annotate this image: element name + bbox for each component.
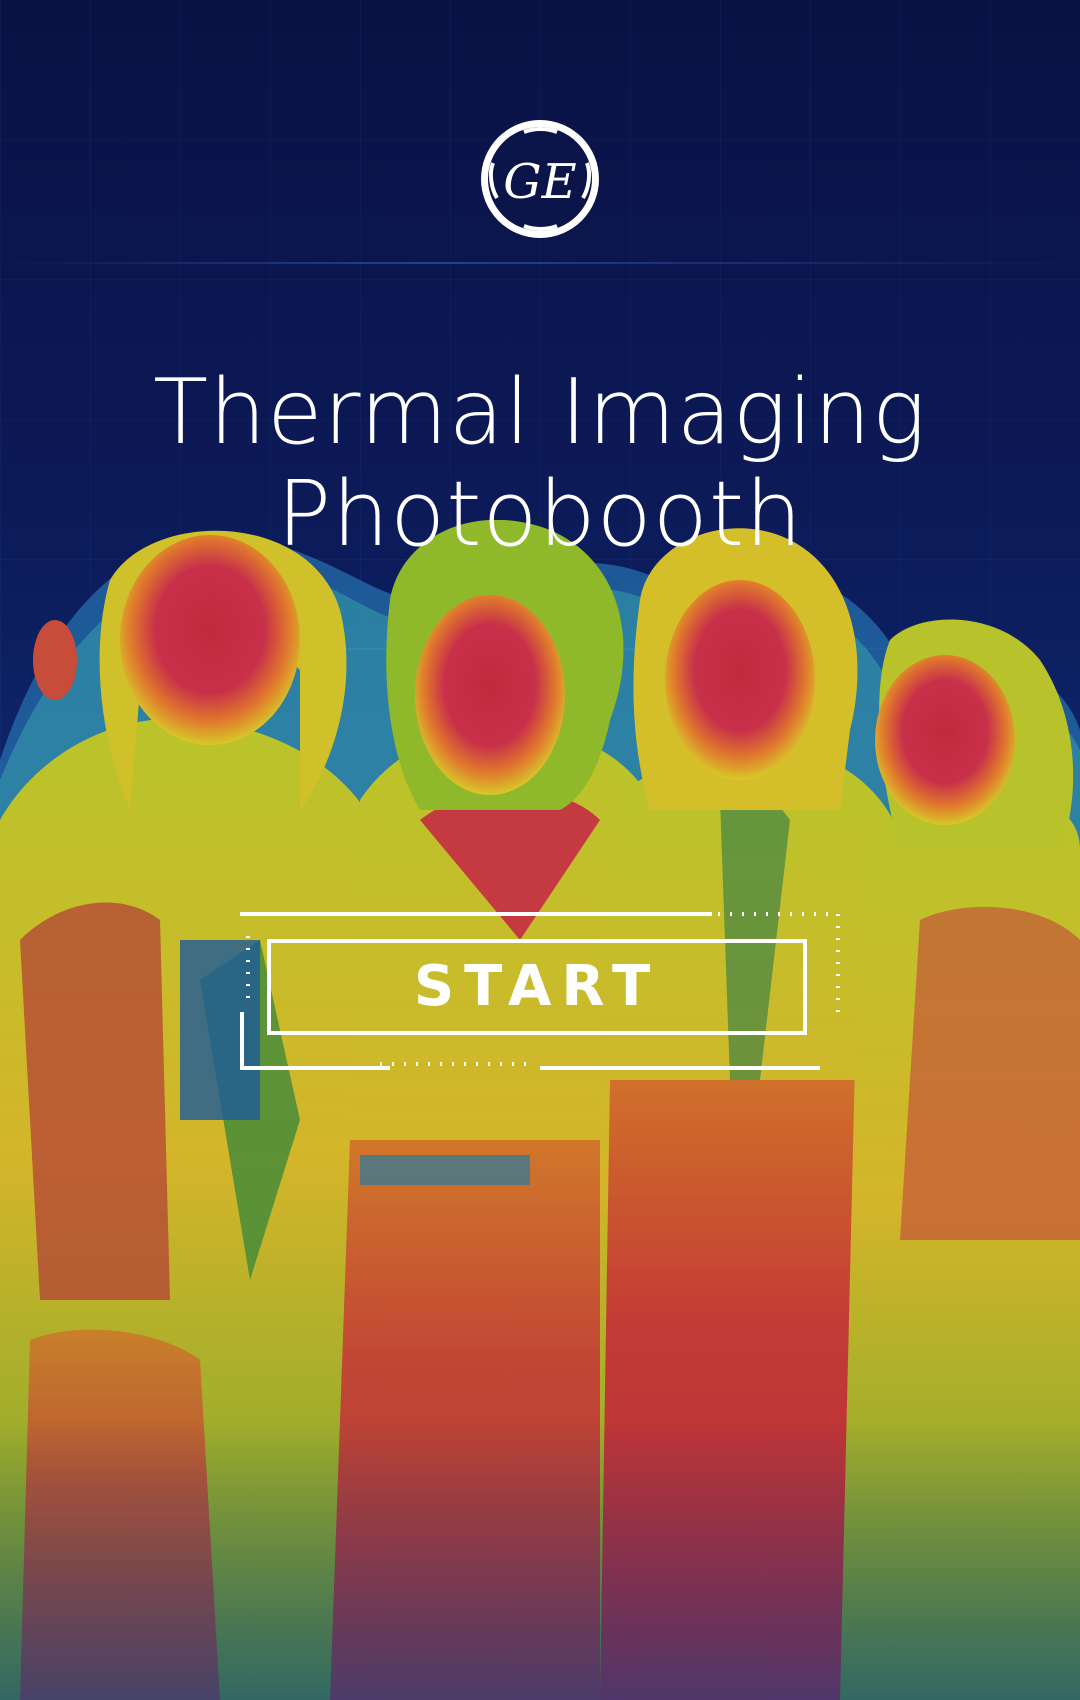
title-line-1: Thermal Imaging: [153, 360, 927, 465]
background-glow-line: [0, 262, 1080, 264]
start-button-container: START: [240, 912, 840, 1070]
thermal-photo-background: [0, 520, 1080, 1700]
start-button[interactable]: START: [267, 939, 807, 1035]
svg-text:GE: GE: [503, 154, 576, 210]
app-title: Thermal Imaging Photobooth: [0, 362, 1080, 566]
ge-logo-icon: GE: [481, 120, 599, 238]
title-line-2: Photobooth: [276, 462, 804, 567]
start-button-frame-decoration: [240, 912, 840, 1070]
